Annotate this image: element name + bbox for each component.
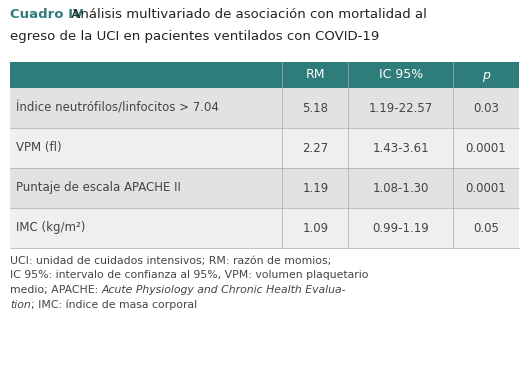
- Text: 0.99-1.19: 0.99-1.19: [372, 222, 429, 234]
- Text: Análisis multivariado de asociación con mortalidad al: Análisis multivariado de asociación con …: [67, 8, 427, 21]
- Text: IC 95%: intervalo de confianza al 95%, VPM: volumen plaquetario: IC 95%: intervalo de confianza al 95%, V…: [10, 270, 369, 280]
- Text: Acute Physiology and Chronic Health Evalua-: Acute Physiology and Chronic Health Eval…: [102, 285, 346, 295]
- Bar: [10, 88, 519, 128]
- Text: 1.19-22.57: 1.19-22.57: [369, 102, 433, 114]
- Text: ; IMC: índice de masa corporal: ; IMC: índice de masa corporal: [31, 300, 197, 310]
- Text: Puntaje de escala APACHE II: Puntaje de escala APACHE II: [16, 181, 181, 195]
- Text: 0.0001: 0.0001: [466, 142, 506, 155]
- Text: 2.27: 2.27: [302, 142, 329, 155]
- Text: p: p: [482, 68, 490, 81]
- Text: medio; APACHE:: medio; APACHE:: [10, 285, 102, 295]
- Text: Índice neutrófilos/linfocitos > 7.04: Índice neutrófilos/linfocitos > 7.04: [16, 102, 219, 114]
- Text: IC 95%: IC 95%: [379, 68, 423, 81]
- Text: VPM (fl): VPM (fl): [16, 142, 61, 155]
- Text: 0.0001: 0.0001: [466, 181, 506, 195]
- Text: 1.43-3.61: 1.43-3.61: [372, 142, 429, 155]
- Text: 1.08-1.30: 1.08-1.30: [372, 181, 429, 195]
- Bar: [10, 62, 519, 88]
- Text: Cuadro IV: Cuadro IV: [10, 8, 83, 21]
- Text: 1.09: 1.09: [303, 222, 329, 234]
- Bar: [10, 168, 519, 208]
- Text: IMC (kg/m²): IMC (kg/m²): [16, 222, 85, 234]
- Text: 5.18: 5.18: [303, 102, 329, 114]
- Text: 0.03: 0.03: [473, 102, 499, 114]
- Bar: [10, 208, 519, 248]
- Bar: [10, 128, 519, 168]
- Text: egreso de la UCI en pacientes ventilados con COVID-19: egreso de la UCI en pacientes ventilados…: [10, 30, 379, 43]
- Text: tion: tion: [10, 300, 31, 309]
- Text: RM: RM: [306, 68, 325, 81]
- Text: 0.05: 0.05: [473, 222, 499, 234]
- Text: UCI: unidad de cuidados intensivos; RM: razón de momios;: UCI: unidad de cuidados intensivos; RM: …: [10, 256, 331, 266]
- Text: 1.19: 1.19: [302, 181, 329, 195]
